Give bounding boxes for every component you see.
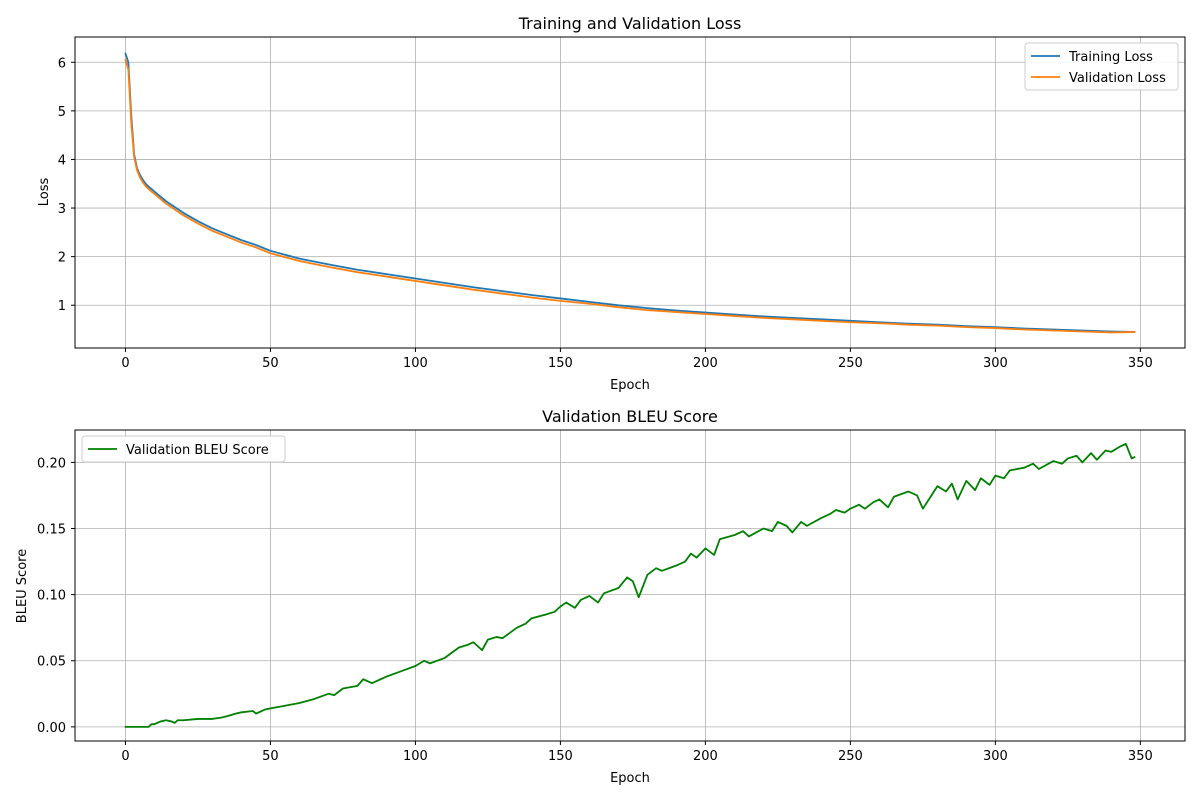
series-line-validation-loss: [124, 58, 1136, 334]
loss-ticks: 0 50 100 150 200 250 300 350 1 2 3 4 5 6: [58, 56, 1153, 371]
bleu-y-tick-label: 0.20: [37, 456, 66, 471]
bleu-chart: Validation BLEU Score Epoch BLEU Score 0…: [15, 407, 1186, 786]
legend-label-bleu-score: Validation BLEU Score: [126, 443, 269, 458]
loss-legend: Training Loss Validation Loss: [1024, 42, 1179, 91]
legend-label-training-loss: Training Loss: [1068, 50, 1153, 65]
bleu-ticks: 0 50 100 150 200 250 300 350 0.00 0.05 0.10 0.15 0.2…: [37, 456, 1153, 764]
bleu-x-tick-label: 0: [121, 749, 129, 764]
loss-chart: Training and Validation Loss Epoch Loss …: [37, 14, 1186, 393]
loss-y-tick-label: 6: [58, 56, 66, 71]
loss-plot-frame: [74, 36, 1186, 349]
loss-y-tick-label: 2: [58, 251, 66, 266]
loss-chart-title: Training and Validation Loss: [518, 14, 742, 33]
bleu-y-axis-label: BLEU Score: [15, 549, 30, 623]
bleu-y-tick-label: 0.00: [37, 721, 66, 736]
loss-legend-box: [1024, 42, 1179, 91]
bleu-lines: [124, 442, 1136, 728]
bleu-x-tick-label: 150: [548, 749, 573, 764]
bleu-y-tick-label: 0.10: [37, 589, 66, 604]
series-line-training-loss: [124, 52, 1136, 333]
loss-lines: [124, 52, 1136, 334]
loss-x-tick-label: 150: [548, 356, 573, 371]
loss-x-axis-label: Epoch: [610, 378, 650, 393]
bleu-y-tick-label: 0.15: [37, 523, 66, 538]
loss-x-tick-label: 250: [838, 356, 863, 371]
loss-grid: [75, 37, 1185, 348]
bleu-x-tick-label: 350: [1128, 749, 1153, 764]
bleu-x-axis-label: Epoch: [610, 771, 650, 786]
bleu-x-tick-label: 50: [262, 749, 279, 764]
bleu-x-tick-label: 200: [693, 749, 718, 764]
bleu-grid: [75, 430, 1185, 741]
series-line-validation-bleu-score: [124, 442, 1136, 728]
loss-y-tick-label: 5: [58, 105, 66, 120]
bleu-x-tick-label: 250: [838, 749, 863, 764]
bleu-x-tick-label: 300: [983, 749, 1008, 764]
loss-y-axis-label: Loss: [37, 178, 52, 207]
bleu-x-tick-label: 100: [403, 749, 428, 764]
bleu-chart-title: Validation BLEU Score: [542, 407, 718, 426]
legend-label-validation-loss: Validation Loss: [1069, 71, 1166, 86]
loss-x-tick-label: 50: [262, 356, 279, 371]
loss-x-tick-label: 200: [693, 356, 718, 371]
loss-y-tick-label: 4: [58, 153, 66, 168]
bleu-plot-frame: [74, 429, 1186, 742]
loss-x-tick-label: 300: [983, 356, 1008, 371]
loss-y-tick-label: 1: [58, 299, 66, 314]
loss-y-tick-label: 3: [58, 202, 66, 217]
bleu-y-tick-label: 0.05: [37, 655, 66, 670]
bleu-legend: Validation BLEU Score: [81, 435, 286, 463]
loss-x-tick-label: 100: [403, 356, 428, 371]
loss-x-tick-label: 0: [121, 356, 129, 371]
loss-x-tick-label: 350: [1128, 356, 1153, 371]
bleu-legend-box: [81, 435, 286, 463]
